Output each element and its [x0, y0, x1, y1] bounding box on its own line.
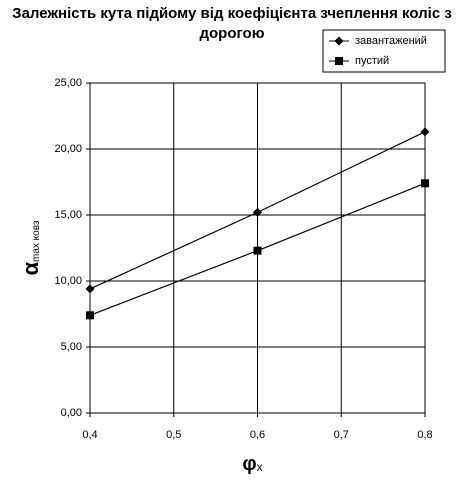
x-tick-label: 0,6	[250, 429, 265, 441]
marker	[86, 311, 94, 320]
y-tick-label: 5,00	[61, 341, 82, 353]
marker	[334, 36, 344, 46]
marker	[420, 127, 430, 137]
legend-label: пустий	[355, 55, 389, 67]
x-tick-label: 0,4	[82, 429, 97, 441]
x-tick-label: 0,7	[334, 429, 349, 441]
plot-frame	[89, 82, 426, 414]
y-tick-label: 10,00	[54, 275, 82, 287]
y-tick-label: 25,00	[54, 77, 82, 89]
x-tick-label: 0,5	[166, 429, 181, 441]
y-tick-label: 15,00	[54, 209, 82, 221]
chart-title: Залежність кута підйому від коефіцієнта …	[12, 5, 452, 42]
y-axis-label-main: α	[18, 262, 43, 276]
y-tick-label: 20,00	[54, 143, 82, 155]
legend: завантажений пустий	[322, 29, 446, 73]
x-tick-label: 0,8	[417, 429, 432, 441]
y-axis-label-sub: max ковз	[31, 220, 42, 262]
x-axis-label-main: φ	[242, 453, 256, 475]
y-tick-label: 0,00	[61, 407, 82, 419]
marker	[253, 207, 262, 217]
marker	[85, 284, 95, 294]
marker	[335, 57, 343, 65]
legend-label: завантажений	[355, 35, 427, 47]
legend-box	[322, 29, 446, 73]
marker	[253, 246, 262, 255]
x-axis-label: φx	[242, 453, 262, 475]
marker	[421, 179, 429, 188]
chart-title-box: Залежність кута підйому від коефіцієнта …	[0, 4, 464, 44]
x-axis-label-sub: x	[257, 460, 263, 474]
y-axis-label: αmax ковз	[18, 220, 43, 275]
